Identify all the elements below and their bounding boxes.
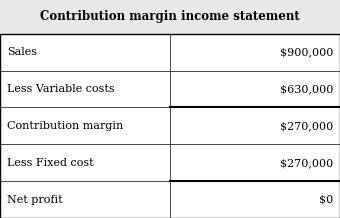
Text: $270,000: $270,000 <box>280 158 333 168</box>
Text: Sales: Sales <box>7 47 37 57</box>
Text: Less Variable costs: Less Variable costs <box>7 84 115 94</box>
Text: $0: $0 <box>319 195 333 204</box>
Text: $270,000: $270,000 <box>280 121 333 131</box>
Text: Contribution margin income statement: Contribution margin income statement <box>40 10 300 23</box>
Text: Net profit: Net profit <box>7 195 63 204</box>
Text: Less Fixed cost: Less Fixed cost <box>7 158 94 168</box>
Bar <box>0 0 340 34</box>
Text: Contribution margin: Contribution margin <box>7 121 123 131</box>
Text: $630,000: $630,000 <box>280 84 333 94</box>
Text: $900,000: $900,000 <box>280 47 333 57</box>
